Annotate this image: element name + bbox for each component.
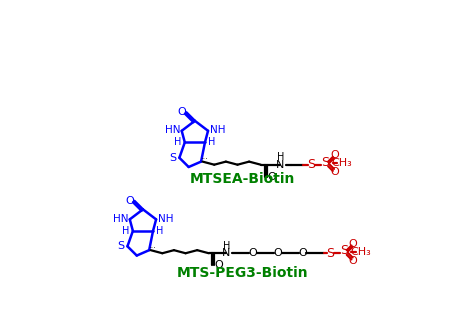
Text: O: O [348,239,357,249]
Text: O: O [298,248,307,258]
Text: NH: NH [158,213,173,223]
Text: N: N [276,160,284,170]
Text: H: H [122,226,129,236]
Text: H: H [208,138,216,148]
Text: O: O [267,172,276,182]
Text: O: O [215,260,223,270]
Text: HN: HN [164,125,180,135]
Text: O: O [330,167,339,177]
Text: S: S [169,153,176,163]
Text: O: O [273,248,282,258]
Text: O: O [249,248,257,258]
Text: S: S [307,158,315,171]
Text: O: O [330,151,339,161]
Text: ···: ··· [201,156,208,165]
Text: S: S [117,241,124,251]
Text: O: O [177,107,186,117]
Text: O: O [126,196,134,206]
Text: CH₃: CH₃ [332,158,353,168]
Text: H: H [174,138,182,148]
Text: O: O [348,256,357,266]
Text: MTSEA-Biotin: MTSEA-Biotin [190,172,296,186]
Text: S: S [340,244,347,257]
Text: H: H [156,226,164,236]
Text: N: N [222,248,230,258]
Text: NH: NH [210,125,225,135]
Text: MTS-PEG3-Biotin: MTS-PEG3-Biotin [177,266,309,280]
Text: S: S [321,156,329,169]
Text: H: H [277,152,284,162]
Text: S: S [326,247,334,260]
Text: ···: ··· [148,244,156,253]
Text: H: H [223,240,230,250]
Text: HN: HN [113,213,128,223]
Text: CH₃: CH₃ [350,247,371,257]
